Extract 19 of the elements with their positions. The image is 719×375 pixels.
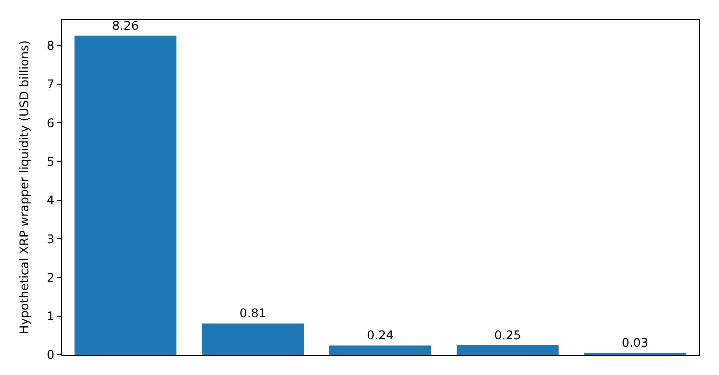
bar xyxy=(74,36,177,355)
data-label: 0.03 xyxy=(622,336,649,350)
data-label: 0.24 xyxy=(367,328,394,343)
data-label: 0.25 xyxy=(494,328,522,342)
y-tick-label: 1 xyxy=(46,310,55,324)
data-label: 0.81 xyxy=(240,306,266,321)
y-tick-label: 3 xyxy=(46,232,55,246)
bar xyxy=(202,324,304,355)
y-tick-label: 6 xyxy=(46,116,55,130)
bar xyxy=(456,345,559,355)
y-tick-label: 0 xyxy=(46,348,55,362)
y-tick-label: 8 xyxy=(46,39,55,54)
y-axis-title: Hypothetical XRP wrapper liquidity (USD billions) xyxy=(17,40,32,334)
y-tick-label: 7 xyxy=(46,78,55,92)
bar xyxy=(330,346,432,355)
data-label: 8.26 xyxy=(112,18,140,33)
y-tick-label: 2 xyxy=(46,270,55,285)
y-tick-label: 5 xyxy=(46,155,55,170)
y-tick-label: 4 xyxy=(46,194,55,208)
